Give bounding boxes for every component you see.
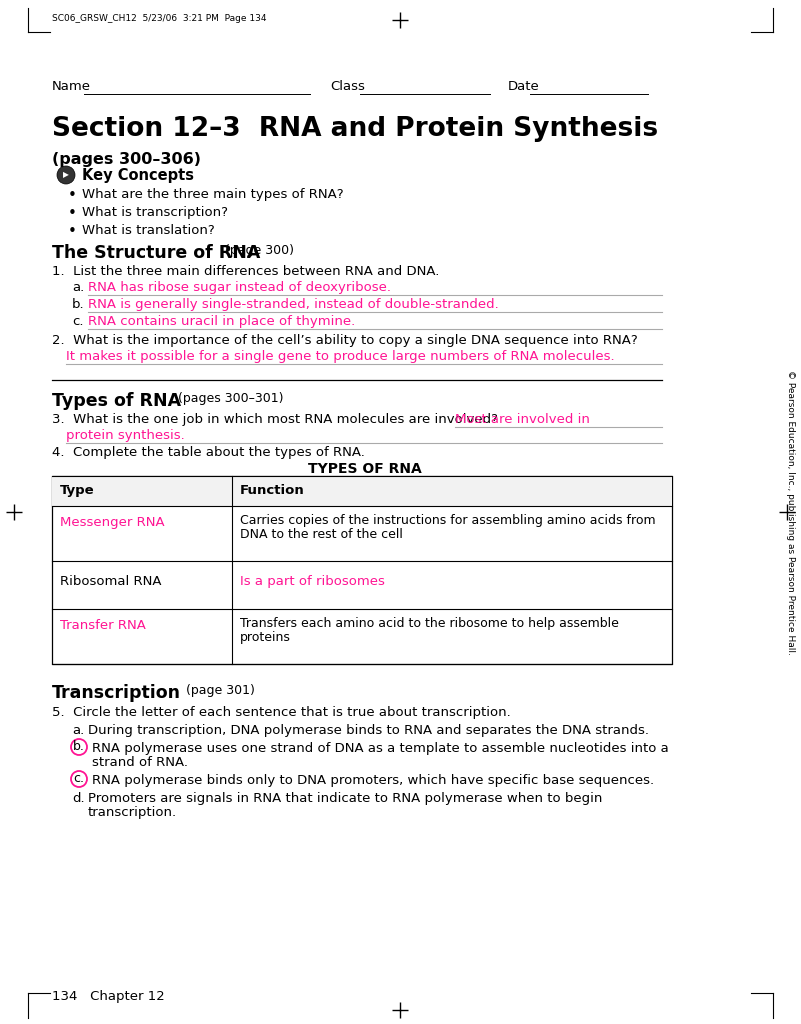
Text: (pages 300–301): (pages 300–301) <box>170 392 284 406</box>
Text: What is transcription?: What is transcription? <box>82 206 228 219</box>
Text: a.: a. <box>72 281 84 294</box>
Text: •: • <box>68 188 77 203</box>
Text: 2.  What is the importance of the cell’s ability to copy a single DNA sequence i: 2. What is the importance of the cell’s … <box>52 334 638 347</box>
Text: Messenger RNA: Messenger RNA <box>60 516 165 529</box>
Text: SC06_GRSW_CH12  5/23/06  3:21 PM  Page 134: SC06_GRSW_CH12 5/23/06 3:21 PM Page 134 <box>52 14 267 23</box>
Text: (page 300): (page 300) <box>217 244 294 257</box>
Text: Name: Name <box>52 80 91 93</box>
Text: RNA contains uracil in place of thymine.: RNA contains uracil in place of thymine. <box>88 315 356 328</box>
Bar <box>52 476 672 506</box>
Text: RNA polymerase binds only to DNA promoters, which have specific base sequences.: RNA polymerase binds only to DNA promote… <box>92 774 654 787</box>
Text: Date: Date <box>508 80 540 93</box>
Text: Class: Class <box>330 80 365 93</box>
Text: (pages 300–306): (pages 300–306) <box>52 152 201 167</box>
Text: strand of RNA.: strand of RNA. <box>92 756 188 769</box>
Text: What is translation?: What is translation? <box>82 224 215 237</box>
Text: b.: b. <box>72 298 85 311</box>
Text: Function: Function <box>240 484 304 497</box>
Text: Transfer RNA: Transfer RNA <box>60 618 146 632</box>
Text: Key Concepts: Key Concepts <box>82 168 194 183</box>
Text: d.: d. <box>72 792 85 805</box>
Text: Section 12–3  RNA and Protein Synthesis: Section 12–3 RNA and Protein Synthesis <box>52 116 658 142</box>
Text: Promoters are signals in RNA that indicate to RNA polymerase when to begin: Promoters are signals in RNA that indica… <box>88 792 602 805</box>
Text: 4.  Complete the table about the types of RNA.: 4. Complete the table about the types of… <box>52 446 365 459</box>
Text: What are the three main types of RNA?: What are the three main types of RNA? <box>82 188 344 201</box>
Text: It makes it possible for a single gene to produce large numbers of RNA molecules: It makes it possible for a single gene t… <box>66 350 614 362</box>
Circle shape <box>57 166 75 184</box>
Text: protein synthesis.: protein synthesis. <box>66 429 185 442</box>
Text: © Pearson Education, Inc., publishing as Pearson Prentice Hall.: © Pearson Education, Inc., publishing as… <box>786 370 795 654</box>
Text: c.: c. <box>72 315 83 328</box>
Text: DNA to the rest of the cell: DNA to the rest of the cell <box>240 528 403 541</box>
Text: •: • <box>68 206 77 221</box>
Text: •: • <box>68 224 77 239</box>
Text: RNA is generally single-stranded, instead of double-stranded.: RNA is generally single-stranded, instea… <box>88 298 499 311</box>
Text: ▶: ▶ <box>63 171 69 179</box>
Text: 5.  Circle the letter of each sentence that is true about transcription.: 5. Circle the letter of each sentence th… <box>52 706 511 719</box>
Text: (page 301): (page 301) <box>178 684 255 697</box>
Text: transcription.: transcription. <box>88 806 177 819</box>
Text: 3.  What is the one job in which most RNA molecules are involved?: 3. What is the one job in which most RNA… <box>52 413 498 426</box>
Text: Most are involved in: Most are involved in <box>455 413 590 426</box>
Text: Carries copies of the instructions for assembling amino acids from: Carries copies of the instructions for a… <box>240 514 656 527</box>
Text: During transcription, DNA polymerase binds to RNA and separates the DNA strands.: During transcription, DNA polymerase bin… <box>88 724 649 737</box>
Text: TYPES OF RNA: TYPES OF RNA <box>308 462 422 476</box>
Bar <box>52 476 672 664</box>
Text: 1.  List the three main differences between RNA and DNA.: 1. List the three main differences betwe… <box>52 265 440 278</box>
Text: RNA polymerase uses one strand of DNA as a template to assemble nucleotides into: RNA polymerase uses one strand of DNA as… <box>92 742 669 755</box>
Text: Transfers each amino acid to the ribosome to help assemble: Transfers each amino acid to the ribosom… <box>240 617 619 630</box>
Text: 134   Chapter 12: 134 Chapter 12 <box>52 990 165 1002</box>
Text: b.: b. <box>73 740 85 754</box>
Text: RNA has ribose sugar instead of deoxyribose.: RNA has ribose sugar instead of deoxyrib… <box>88 281 391 294</box>
Text: proteins: proteins <box>240 631 291 644</box>
Text: Type: Type <box>60 484 95 497</box>
Text: c.: c. <box>74 772 84 785</box>
Text: a.: a. <box>72 724 84 737</box>
Text: Is a part of ribosomes: Is a part of ribosomes <box>240 575 384 588</box>
Text: Types of RNA: Types of RNA <box>52 392 181 410</box>
Text: Transcription: Transcription <box>52 684 181 702</box>
Text: Ribosomal RNA: Ribosomal RNA <box>60 575 162 588</box>
Text: The Structure of RNA: The Structure of RNA <box>52 244 260 262</box>
